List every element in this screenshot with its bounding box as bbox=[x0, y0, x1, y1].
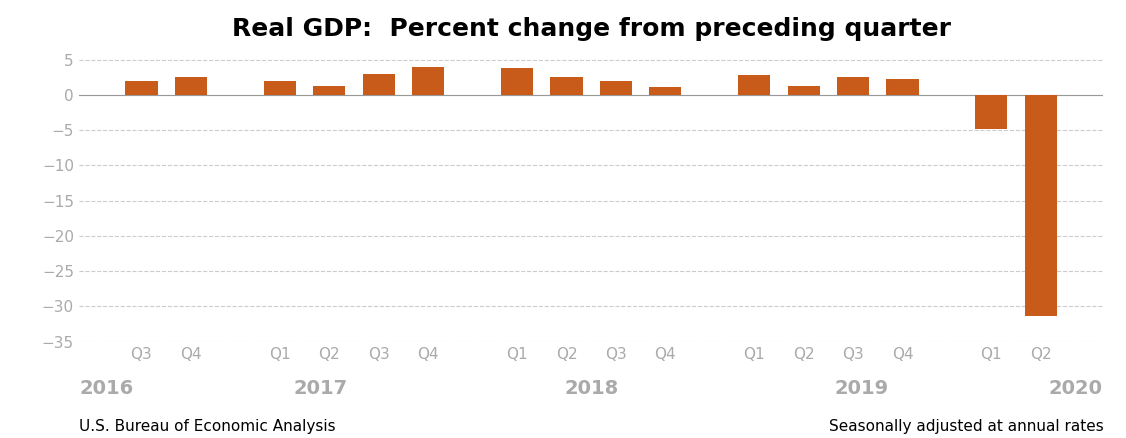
Bar bbox=[975, 95, 1008, 129]
Bar bbox=[787, 86, 820, 95]
Text: 2016: 2016 bbox=[80, 379, 134, 398]
Bar bbox=[412, 67, 444, 95]
Bar bbox=[175, 77, 207, 95]
Text: 2017: 2017 bbox=[294, 379, 348, 398]
Bar bbox=[363, 74, 395, 95]
Text: 2019: 2019 bbox=[834, 379, 888, 398]
Bar bbox=[501, 68, 533, 95]
Bar bbox=[837, 77, 869, 95]
Bar bbox=[739, 75, 770, 95]
Bar bbox=[551, 77, 582, 95]
Title: Real GDP:  Percent change from preceding quarter: Real GDP: Percent change from preceding … bbox=[232, 17, 950, 41]
Bar bbox=[886, 79, 919, 95]
Text: 2018: 2018 bbox=[564, 379, 618, 398]
Bar bbox=[125, 81, 158, 95]
Text: 2020: 2020 bbox=[1048, 379, 1102, 398]
Bar bbox=[650, 87, 681, 95]
Text: Seasonally adjusted at annual rates: Seasonally adjusted at annual rates bbox=[829, 419, 1103, 434]
Text: U.S. Bureau of Economic Analysis: U.S. Bureau of Economic Analysis bbox=[79, 419, 336, 434]
Bar bbox=[263, 81, 296, 95]
Bar bbox=[600, 81, 632, 95]
Bar bbox=[1025, 95, 1057, 316]
Bar bbox=[313, 86, 346, 95]
